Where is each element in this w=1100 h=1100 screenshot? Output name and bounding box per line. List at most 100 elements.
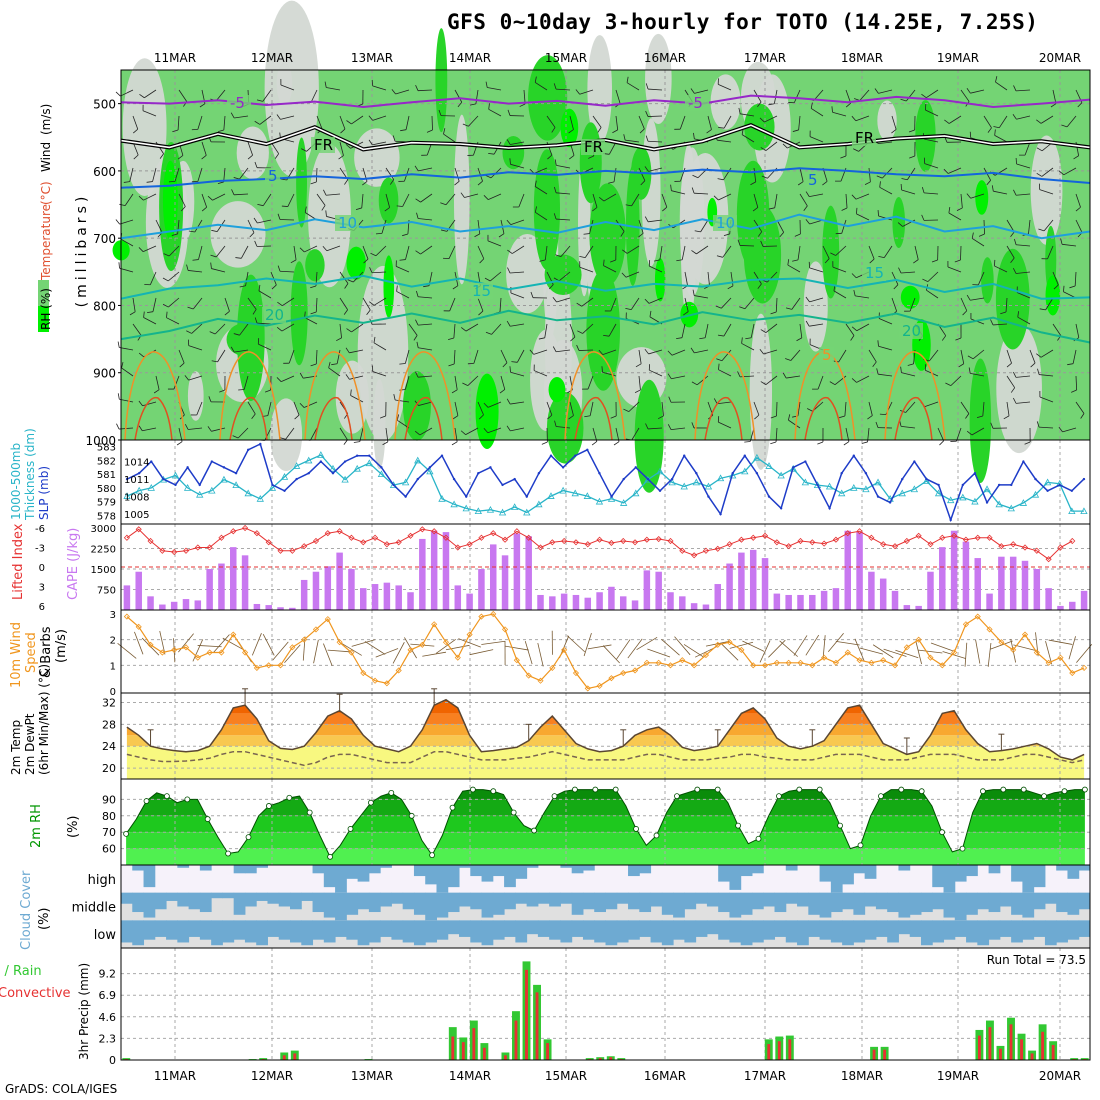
wind-speed-point (1010, 646, 1017, 653)
cloud-cell-high (323, 865, 336, 888)
cloud-cell-high (413, 865, 426, 877)
wind-barb (684, 271, 688, 286)
rh-tick-label: 70 (102, 826, 116, 839)
wind-barb (247, 297, 257, 310)
wind-barb-flag (805, 320, 810, 327)
precip-convective-bar (293, 1053, 297, 1060)
contour-label-bg (335, 215, 359, 231)
contour-label-bg (805, 172, 820, 188)
cloud-cell-middle (357, 892, 370, 910)
wind-barb-flag (210, 262, 212, 269)
wind-barb-flag (1039, 308, 1046, 311)
wind-barb-flag (718, 126, 725, 129)
cloud-cell-low (616, 920, 629, 943)
wind-speed-point (182, 644, 190, 651)
wind-barb (901, 271, 916, 274)
thickness-point (389, 481, 398, 489)
wind-barb (1016, 115, 1031, 120)
wind-barb (694, 89, 709, 94)
rh-point (531, 827, 537, 834)
wind-barb-flag (853, 289, 856, 296)
wind-barb (797, 245, 801, 260)
slp-point (561, 466, 565, 469)
wind-barb-flag (739, 306, 746, 310)
pressure-tick-label: 700 (93, 232, 116, 246)
wind-barb (224, 297, 230, 312)
wind-barb-flag (745, 337, 752, 340)
wind-barb (741, 134, 755, 143)
rh-saturated-zone (1045, 275, 1061, 316)
wind-barb (859, 647, 884, 655)
cape-bar (383, 582, 391, 610)
wind-speed-point (915, 636, 922, 643)
wind-speed-point (596, 682, 603, 689)
wind-barb (524, 641, 533, 665)
wind-speed-point (360, 669, 367, 677)
wind-barb-flag (143, 311, 145, 318)
wind-barb (578, 349, 594, 351)
cloud-cell-low (605, 920, 618, 946)
thickness-point (365, 459, 373, 467)
rh-saturated-zone (346, 246, 366, 280)
thickness-point (1031, 490, 1040, 498)
wind-barb (262, 633, 275, 656)
wind-barb-flag (1036, 119, 1042, 124)
wind-barb (918, 649, 943, 654)
wind-barb (293, 245, 297, 260)
wind-barb (454, 167, 460, 182)
wind-barb (661, 193, 668, 208)
wind-speed-point (242, 649, 249, 656)
cloud-cell-low (751, 920, 764, 943)
date-label-bottom: 20MAR (1039, 1069, 1081, 1083)
lifted-index-point (383, 541, 390, 548)
rh-moist-zone (586, 269, 621, 391)
wind-barb (359, 427, 364, 442)
wind-barb-flag (414, 400, 419, 406)
wind-barb (313, 639, 319, 664)
wind-barb-flag (1073, 155, 1079, 160)
wind-barb-flag (1010, 231, 1015, 237)
wind-barb-flag (509, 158, 511, 165)
isotherm-10 (120, 213, 1091, 240)
wind-barb (647, 140, 663, 143)
wind-barb (408, 323, 418, 336)
cape-bar (1033, 569, 1041, 610)
wind-barb-flag (474, 233, 480, 238)
wind-barb (648, 427, 663, 430)
wind-barb (467, 375, 479, 386)
wind-speed-point (419, 641, 426, 648)
wind-barb (178, 427, 183, 442)
wind-speed-point (454, 654, 461, 661)
wind-barb (832, 266, 847, 273)
wind-barb (914, 245, 919, 260)
lifted-index-point (596, 536, 603, 543)
wind-barb (512, 245, 525, 254)
cloud-cell-middle (177, 892, 190, 907)
rh-moist-zone (378, 177, 399, 224)
cape-bar (253, 603, 261, 610)
wind-barb-flag (217, 129, 224, 133)
page-title: GFS 0~10day 3-hourly for TOTO (14.25E, 7… (447, 10, 1039, 34)
wind-barb (251, 633, 262, 656)
wind-barb-flag (554, 159, 557, 166)
wind-barb-flag (853, 148, 859, 152)
wind-barb (909, 297, 916, 312)
wind-barb (556, 297, 571, 303)
thickness-point (547, 492, 555, 499)
wind-barb (970, 193, 985, 199)
cape-bar (1080, 590, 1088, 610)
wind-speed-point (324, 616, 331, 623)
wind-barb (304, 317, 318, 325)
wind-barb (168, 245, 180, 257)
wind-barb-flag (499, 389, 506, 394)
rh-saturated-zone (560, 108, 579, 148)
wind-barb (481, 640, 506, 645)
wind-speed-point (537, 677, 544, 684)
wind-barb-flag (133, 154, 139, 160)
wind-barb (340, 642, 362, 656)
cloud-cell-high (560, 865, 573, 868)
wind-barb (310, 427, 318, 441)
wind-barb-flag (601, 366, 603, 373)
contour-label-bg (899, 323, 923, 339)
